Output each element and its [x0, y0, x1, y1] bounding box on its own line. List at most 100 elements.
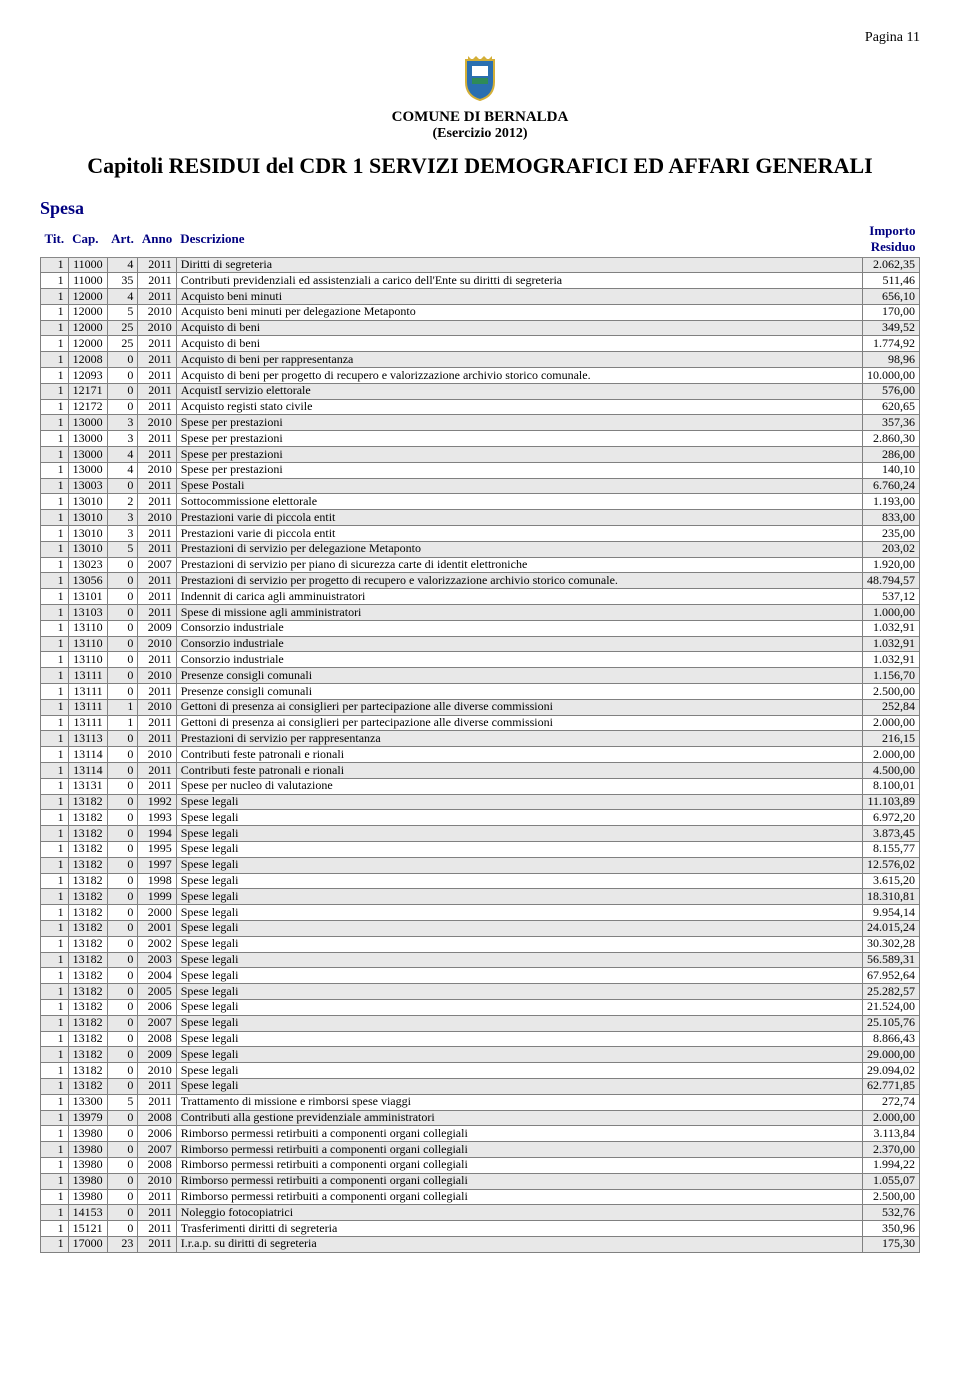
cell-tit: 1	[41, 1236, 69, 1252]
cell-anno: 2011	[138, 526, 176, 542]
cell-anno: 2010	[138, 320, 176, 336]
cell-anno: 2008	[138, 1157, 176, 1173]
cell-desc: Acquisto di beni	[176, 320, 862, 336]
cell-cap: 13182	[68, 889, 107, 905]
cell-anno: 1995	[138, 841, 176, 857]
cell-art: 4	[107, 289, 138, 305]
cell-art: 1	[107, 715, 138, 731]
cell-imp: 3.113,84	[863, 1126, 920, 1142]
table-row: 11311002011Consorzio industriale1.032,91	[41, 652, 920, 668]
cell-imp: 67.952,64	[863, 968, 920, 984]
cell-desc: Gettoni di presenza ai consiglieri per p…	[176, 699, 862, 715]
table-row: 11209302011Acquisto di beni per progetto…	[41, 368, 920, 384]
cell-anno: 2011	[138, 605, 176, 621]
table-row: 11311002009Consorzio industriale1.032,91	[41, 620, 920, 636]
cell-cap: 13113	[68, 731, 107, 747]
cell-desc: Indennit di carica agli amminuistratori	[176, 589, 862, 605]
cell-anno: 2010	[138, 668, 176, 684]
table-row: 11330052011Trattamento di missione e rim…	[41, 1094, 920, 1110]
cell-cap: 13182	[68, 905, 107, 921]
cell-art: 0	[107, 652, 138, 668]
cell-tit: 1	[41, 1015, 69, 1031]
cell-cap: 12008	[68, 352, 107, 368]
cell-cap: 13980	[68, 1189, 107, 1205]
table-row: 11301032011Prestazioni varie di piccola …	[41, 526, 920, 542]
cell-imp: 1.994,22	[863, 1157, 920, 1173]
col-desc: Descrizione	[176, 221, 862, 258]
cell-tit: 1	[41, 352, 69, 368]
cell-art: 35	[107, 273, 138, 289]
cell-tit: 1	[41, 1189, 69, 1205]
cell-anno: 2010	[138, 1063, 176, 1079]
cell-cap: 13182	[68, 1063, 107, 1079]
cell-art: 0	[107, 557, 138, 573]
cell-desc: Spese per prestazioni	[176, 447, 862, 463]
cell-tit: 1	[41, 494, 69, 510]
cell-art: 0	[107, 1015, 138, 1031]
table-row: 11301052011Prestazioni di servizio per d…	[41, 541, 920, 557]
cell-desc: Spese legali	[176, 905, 862, 921]
cell-anno: 2010	[138, 462, 176, 478]
cell-imp: 252,84	[863, 699, 920, 715]
cell-art: 0	[107, 1157, 138, 1173]
cell-anno: 2011	[138, 778, 176, 794]
cell-tit: 1	[41, 431, 69, 447]
cell-imp: 2.000,00	[863, 747, 920, 763]
table-row: 11310102011Indennit di carica agli ammin…	[41, 589, 920, 605]
cell-anno: 1997	[138, 857, 176, 873]
cell-imp: 1.156,70	[863, 668, 920, 684]
page-title: Capitoli RESIDUI del CDR 1 SERVIZI DEMOG…	[40, 152, 920, 180]
cell-anno: 2011	[138, 1094, 176, 1110]
table-row: 11318202005Spese legali25.282,57	[41, 984, 920, 1000]
cell-desc: Spese legali	[176, 794, 862, 810]
cell-art: 0	[107, 1110, 138, 1126]
cell-tit: 1	[41, 936, 69, 952]
cell-anno: 2010	[138, 636, 176, 652]
cell-anno: 1998	[138, 873, 176, 889]
cell-cap: 13111	[68, 715, 107, 731]
cell-desc: Spese legali	[176, 920, 862, 936]
cell-tit: 1	[41, 731, 69, 747]
cell-cap: 13182	[68, 826, 107, 842]
cell-art: 0	[107, 999, 138, 1015]
cell-anno: 1992	[138, 794, 176, 810]
cell-cap: 13010	[68, 494, 107, 510]
cell-cap: 13111	[68, 668, 107, 684]
cell-anno: 2010	[138, 699, 176, 715]
cell-anno: 2010	[138, 510, 176, 526]
cell-desc: Prestazioni di servizio per delegazione …	[176, 541, 862, 557]
cell-art: 0	[107, 936, 138, 952]
cell-art: 0	[107, 1142, 138, 1158]
table-row: 11200042011Acquisto beni minuti656,10	[41, 289, 920, 305]
cell-tit: 1	[41, 447, 69, 463]
cell-tit: 1	[41, 794, 69, 810]
cell-anno: 2007	[138, 1015, 176, 1031]
cell-imp: 56.589,31	[863, 952, 920, 968]
cell-cap: 12000	[68, 304, 107, 320]
cell-anno: 2011	[138, 684, 176, 700]
cell-cap: 13182	[68, 1015, 107, 1031]
table-row: 112000252010Acquisto di beni349,52	[41, 320, 920, 336]
cell-cap: 13114	[68, 747, 107, 763]
table-row: 11398002007Rimborso permessi retirbuiti …	[41, 1142, 920, 1158]
cell-art: 0	[107, 857, 138, 873]
cell-cap: 12000	[68, 320, 107, 336]
cell-art: 0	[107, 478, 138, 494]
cell-anno: 2011	[138, 336, 176, 352]
cell-art: 0	[107, 810, 138, 826]
cell-cap: 12171	[68, 383, 107, 399]
cell-cap: 13010	[68, 526, 107, 542]
cell-imp: 2.000,00	[863, 1110, 920, 1126]
cell-desc: Trasferimenti diritti di segreteria	[176, 1221, 862, 1237]
cell-imp: 2.062,35	[863, 257, 920, 273]
cell-anno: 2011	[138, 1221, 176, 1237]
cell-tit: 1	[41, 304, 69, 320]
cell-imp: 1.032,91	[863, 652, 920, 668]
cell-tit: 1	[41, 952, 69, 968]
cell-desc: Spese legali	[176, 841, 862, 857]
cell-tit: 1	[41, 1110, 69, 1126]
cell-cap: 13182	[68, 857, 107, 873]
cell-tit: 1	[41, 905, 69, 921]
cell-imp: 2.500,00	[863, 1189, 920, 1205]
cell-anno: 2011	[138, 494, 176, 510]
